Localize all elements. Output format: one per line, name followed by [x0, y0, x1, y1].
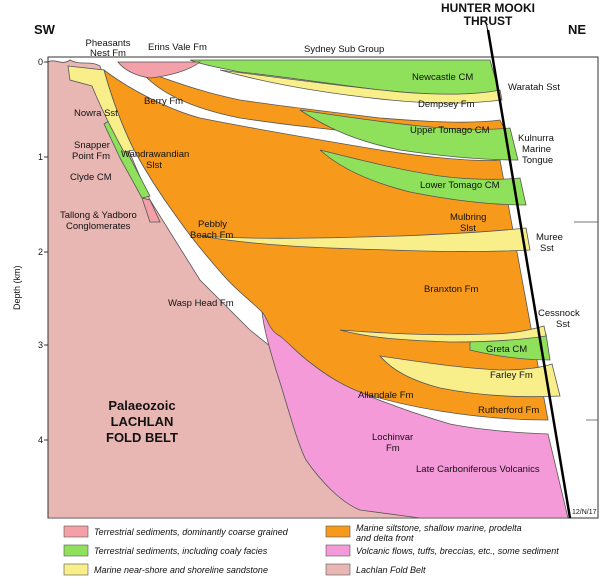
label-rutherford-fm: Rutherford Fm [478, 405, 539, 416]
legend-swatch-3 [325, 525, 351, 538]
lower-tomago-band [319, 149, 527, 206]
reference-code: 12/N/17 [572, 509, 597, 516]
label-berry-fm: Berry Fm [144, 96, 183, 107]
label-pheasants-nest-2: Nest Fm [90, 48, 126, 59]
label-erins-vale: Erins Vale Fm [148, 42, 207, 53]
label-lochinvar-1: Lochinvar [372, 432, 413, 443]
label-muree-2: Sst [540, 243, 554, 254]
thrust-leader [485, 21, 489, 33]
label-pebbly-1: Pebbly [198, 219, 227, 230]
legend-text-0: Terrestrial sediments, dominantly coarse… [94, 527, 289, 537]
muree-sst-band [199, 227, 531, 252]
legend-text-4: Volcanic flows, tuffs, breccias, etc., s… [356, 546, 559, 556]
label-muree-1: Muree [536, 232, 563, 243]
label-dempsey-fm: Dempsey Fm [418, 99, 475, 110]
label-nowra-sst: Nowra Sst [74, 108, 118, 119]
legend-text-3: Marine siltstone, shallow marine, prodel… [356, 523, 524, 543]
label-cessnock-1: Cessnock [538, 308, 580, 319]
thrust-title-line1: HUNTER MOOKI [441, 1, 535, 15]
label-pheasants-nest-1: Pheasants [86, 38, 131, 49]
label-greta-cm: Greta CM [486, 344, 527, 355]
depth-tick-3: 3 [38, 340, 43, 350]
direction-sw: SW [34, 22, 56, 37]
nowra-sst-band [67, 65, 135, 153]
label-kulnurra-2: Marine [522, 144, 551, 155]
depth-ticks: 0 1 2 3 4 [38, 57, 48, 445]
label-allandale-fm: Allandale Fm [358, 390, 414, 401]
label-wandrawandian-2: Slst [146, 160, 162, 171]
label-cessnock-2: Sst [556, 319, 570, 330]
label-snapper-1: Snapper [74, 140, 110, 151]
label-wandrawandian-1: Wandrawandian [121, 149, 189, 160]
legend: Terrestrial sediments, dominantly coarse… [63, 523, 559, 576]
depth-tick-0: 0 [38, 57, 43, 67]
farley-fm-band [378, 355, 561, 398]
fold-belt-label-3: FOLD BELT [106, 430, 178, 445]
label-mulbring-2: Slst [460, 223, 476, 234]
depth-tick-2: 2 [38, 247, 43, 257]
label-mulbring-1: Mulbring [450, 212, 486, 223]
fold-belt-label-1: Palaeozoic [108, 398, 175, 413]
depth-tick-1: 1 [38, 152, 43, 162]
legend-swatch-0 [63, 525, 89, 538]
waratah-sst-band [219, 69, 503, 104]
fold-belt-label-2: LACHLAN [111, 414, 174, 429]
legend-text-1: Terrestrial sediments, including coaly f… [94, 546, 268, 556]
cessnock-sst-band [339, 325, 547, 343]
legend-swatch-2 [63, 563, 89, 576]
label-upper-tomago: Upper Tomago CM [410, 125, 490, 136]
label-pebbly-2: Beach Fm [190, 230, 233, 241]
legend-swatch-1 [63, 544, 89, 557]
label-tallong-1: Tallong & Yadboro [60, 210, 137, 221]
legend-text-5: Lachlan Fold Belt [356, 565, 426, 575]
depth-axis-label: Depth (km) [12, 265, 22, 310]
label-lochinvar-2: Fm [386, 443, 400, 454]
label-kulnurra-1: Kulnurra [518, 133, 555, 144]
label-tallong-2: Conglomerates [66, 221, 131, 232]
label-lower-tomago: Lower Tomago CM [420, 180, 500, 191]
label-wasp-head: Wasp Head Fm [168, 298, 234, 309]
label-farley-fm: Farley Fm [490, 370, 533, 381]
pheasants-nest-area [117, 61, 202, 79]
label-sydney-sub-group: Sydney Sub Group [304, 44, 384, 55]
label-newcastle-cm: Newcastle CM [412, 72, 473, 83]
label-late-carboniferous: Late Carboniferous Volcanics [416, 464, 540, 475]
upper-tomago-band [299, 109, 519, 161]
label-kulnurra-3: Tongue [522, 155, 553, 166]
label-waratah-sst: Waratah Sst [508, 82, 560, 93]
label-clyde-cm: Clyde CM [70, 172, 112, 183]
legend-text-2: Marine near-shore and shoreline sandston… [94, 565, 268, 575]
legend-swatch-5 [325, 563, 351, 576]
hunter-mooki-thrust-line [486, 29, 572, 519]
depth-tick-4: 4 [38, 435, 43, 445]
direction-ne: NE [568, 22, 586, 37]
label-branxton: Branxton Fm [424, 284, 478, 295]
tallong-conglomerates-area [141, 197, 161, 223]
legend-swatch-4 [325, 544, 351, 557]
label-snapper-2: Point Fm [72, 151, 110, 162]
thrust-title-line2: THRUST [464, 14, 513, 28]
